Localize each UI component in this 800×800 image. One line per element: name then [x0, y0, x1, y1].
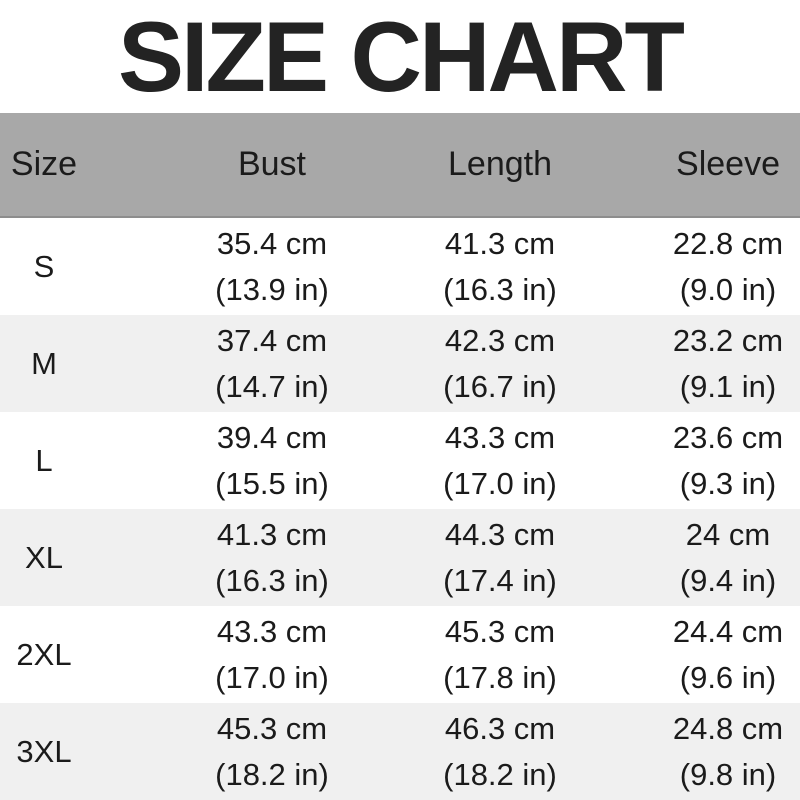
value-in: (9.8 in) — [679, 756, 777, 792]
value-in: (9.4 in) — [679, 562, 777, 598]
sleeve-cell: 24 cm (9.4 in) — [614, 509, 800, 606]
table-row-2xl: 2XL 43.3 cm (17.0 in) 45.3 cm (17.8 in) … — [0, 606, 800, 703]
sleeve-cell: 23.6 cm (9.3 in) — [614, 412, 800, 509]
length-cell: 42.3 cm (16.7 in) — [386, 315, 614, 412]
value-in: (14.7 in) — [215, 368, 329, 404]
value-cm: 43.3 cm — [444, 419, 556, 455]
value-cm: 41.3 cm — [444, 225, 556, 261]
length-cell: 45.3 cm (17.8 in) — [386, 606, 614, 703]
size-label: S — [33, 248, 55, 284]
sleeve-cell: 23.2 cm (9.1 in) — [614, 315, 800, 412]
value-in: (15.5 in) — [215, 465, 329, 501]
value-in: (17.0 in) — [443, 465, 557, 501]
size-label: 2XL — [16, 636, 72, 672]
value-in: (9.6 in) — [679, 659, 777, 695]
size-label: M — [31, 345, 57, 381]
table-row-3xl: 3XL 45.3 cm (18.2 in) 46.3 cm (18.2 in) … — [0, 703, 800, 800]
column-header-length: Length — [448, 145, 552, 183]
length-cell: 46.3 cm (18.2 in) — [386, 703, 614, 800]
value-cm: 41.3 cm — [216, 516, 328, 552]
table-row-s: S 35.4 cm (13.9 in) 41.3 cm (16.3 in) 22… — [0, 218, 800, 315]
bust-cell: 41.3 cm (16.3 in) — [158, 509, 386, 606]
value-in: (16.3 in) — [443, 271, 557, 307]
value-in: (18.2 in) — [443, 756, 557, 792]
value-in: (17.0 in) — [215, 659, 329, 695]
sleeve-cell: 24.4 cm (9.6 in) — [614, 606, 800, 703]
table-row-l: L 39.4 cm (15.5 in) 43.3 cm (17.0 in) 23… — [0, 412, 800, 509]
sleeve-cell: 24.8 cm (9.8 in) — [614, 703, 800, 800]
bust-cell: 35.4 cm (13.9 in) — [158, 218, 386, 315]
row-grid: 2XL 43.3 cm (17.0 in) 45.3 cm (17.8 in) … — [0, 606, 800, 703]
value-cm: 23.6 cm — [672, 419, 784, 455]
value-cm: 24.4 cm — [672, 613, 784, 649]
value-cm: 24.8 cm — [672, 710, 784, 746]
table-header-row: Size Bust Length Sleeve — [0, 113, 800, 218]
bust-cell: 37.4 cm (14.7 in) — [158, 315, 386, 412]
value-in: (18.2 in) — [215, 756, 329, 792]
value-cm: 37.4 cm — [216, 322, 328, 358]
value-cm: 22.8 cm — [672, 225, 784, 261]
value-cm: 43.3 cm — [216, 613, 328, 649]
value-cm: 42.3 cm — [444, 322, 556, 358]
bust-cell: 45.3 cm (18.2 in) — [158, 703, 386, 800]
sleeve-cell: 22.8 cm (9.0 in) — [614, 218, 800, 315]
table-row-xl: XL 41.3 cm (16.3 in) 44.3 cm (17.4 in) 2… — [0, 509, 800, 606]
value-cm: 45.3 cm — [444, 613, 556, 649]
value-in: (17.4 in) — [443, 562, 557, 598]
row-grid: 3XL 45.3 cm (18.2 in) 46.3 cm (18.2 in) … — [0, 703, 800, 800]
row-grid: M 37.4 cm (14.7 in) 42.3 cm (16.7 in) 23… — [0, 315, 800, 412]
bust-cell: 39.4 cm (15.5 in) — [158, 412, 386, 509]
value-cm: 45.3 cm — [216, 710, 328, 746]
row-grid: L 39.4 cm (15.5 in) 43.3 cm (17.0 in) 23… — [0, 412, 800, 509]
length-cell: 43.3 cm (17.0 in) — [386, 412, 614, 509]
value-in: (9.1 in) — [679, 368, 777, 404]
value-in: (9.0 in) — [679, 271, 777, 307]
column-header-bust: Bust — [237, 145, 307, 183]
value-cm: 35.4 cm — [216, 225, 328, 261]
length-cell: 41.3 cm (16.3 in) — [386, 218, 614, 315]
value-in: (9.3 in) — [679, 465, 777, 501]
table-row-m: M 37.4 cm (14.7 in) 42.3 cm (16.7 in) 23… — [0, 315, 800, 412]
page-title: SIZE CHART — [118, 0, 685, 112]
bust-cell: 43.3 cm (17.0 in) — [158, 606, 386, 703]
value-cm: 44.3 cm — [444, 516, 556, 552]
value-in: (16.3 in) — [215, 562, 329, 598]
value-in: (17.8 in) — [443, 659, 557, 695]
column-header-size: Size — [10, 145, 78, 183]
length-cell: 44.3 cm (17.4 in) — [386, 509, 614, 606]
value-cm: 23.2 cm — [672, 322, 784, 358]
row-grid: XL 41.3 cm (16.3 in) 44.3 cm (17.4 in) 2… — [0, 509, 800, 606]
value-cm: 24 cm — [685, 516, 771, 552]
size-label: 3XL — [16, 733, 72, 769]
value-cm: 46.3 cm — [444, 710, 556, 746]
value-in: (13.9 in) — [215, 271, 329, 307]
size-label: L — [35, 442, 53, 478]
header-grid: Size Bust Length Sleeve — [0, 113, 800, 216]
size-label: XL — [25, 539, 63, 575]
value-cm: 39.4 cm — [216, 419, 328, 455]
row-grid: S 35.4 cm (13.9 in) 41.3 cm (16.3 in) 22… — [0, 218, 800, 315]
value-in: (16.7 in) — [443, 368, 557, 404]
column-header-sleeve: Sleeve — [676, 145, 780, 183]
